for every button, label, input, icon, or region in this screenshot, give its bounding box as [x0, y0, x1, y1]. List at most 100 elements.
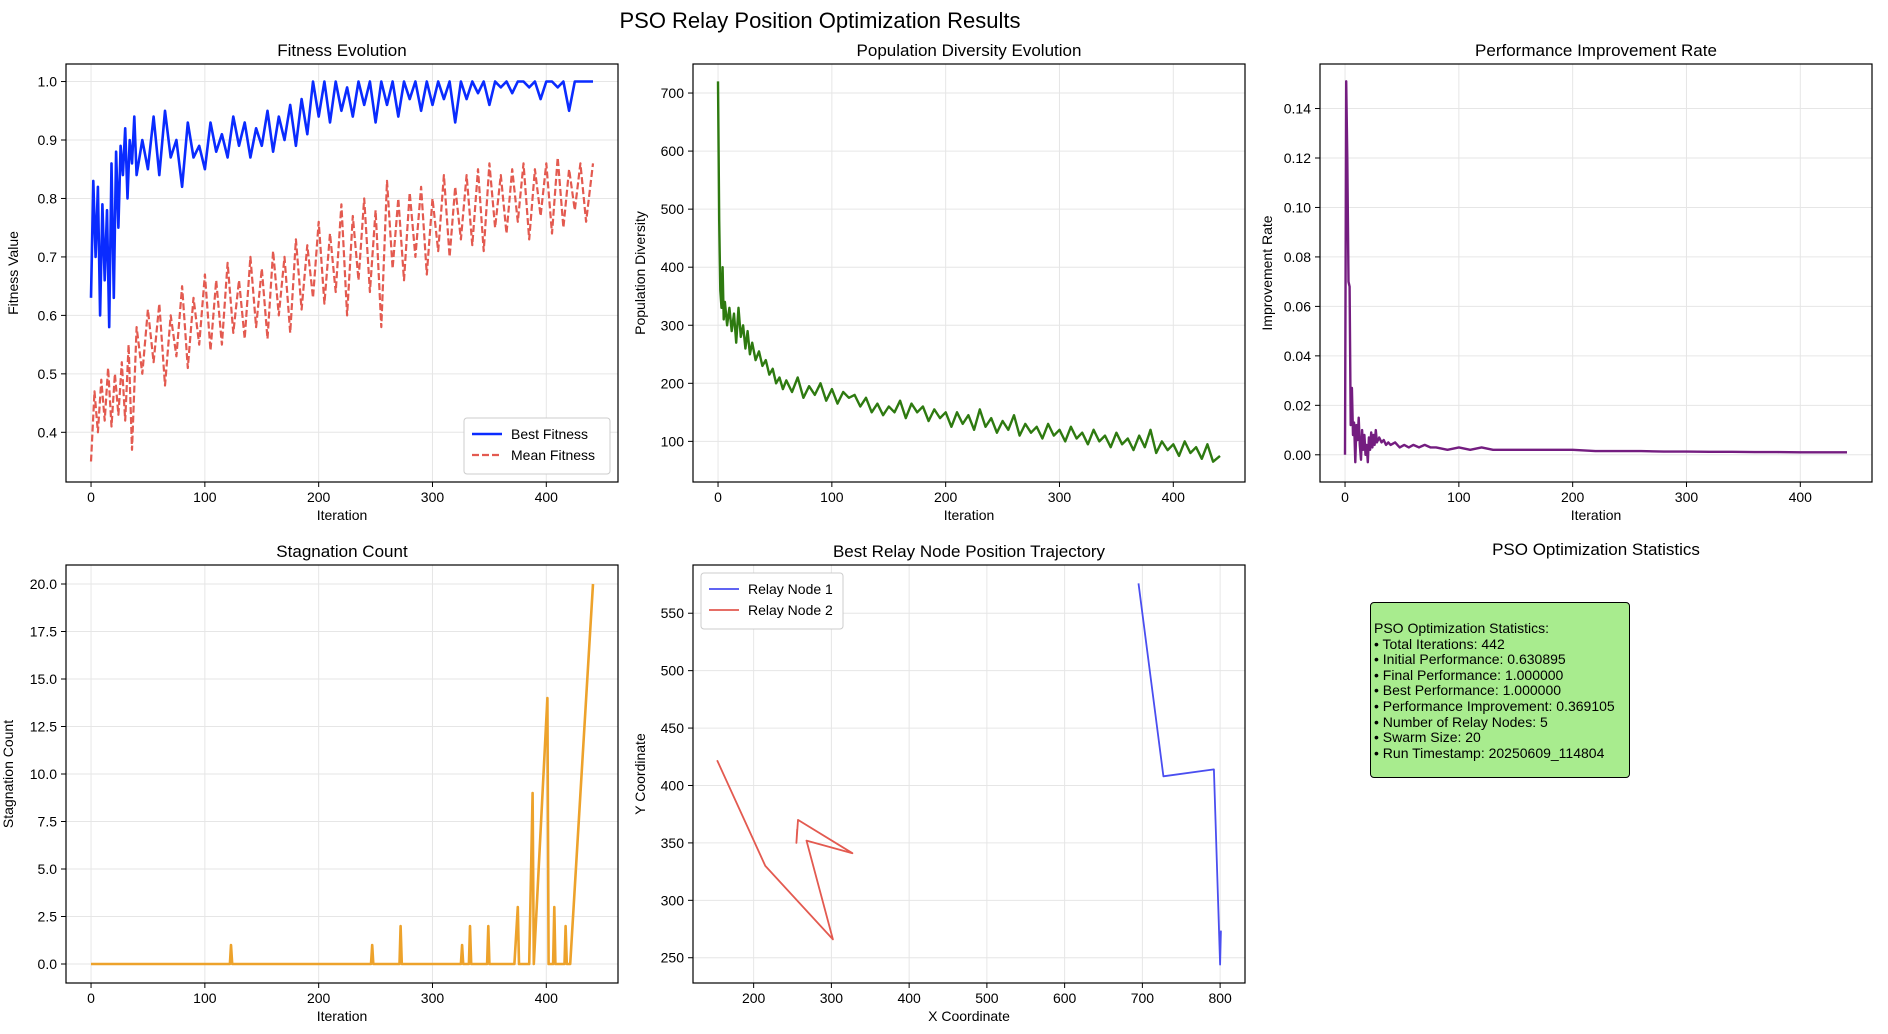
plot-frame: [692, 63, 1246, 483]
y-tick-label: 500: [661, 663, 685, 679]
y-tick-label: 250: [661, 950, 685, 966]
stats-line: • Performance Improvement: 0.369105: [1374, 697, 1615, 714]
y-tick-label: 550: [661, 605, 685, 621]
x-tick-label: 200: [1561, 489, 1585, 505]
plot-frame: [1319, 63, 1873, 483]
y-tick-label: 12.5: [30, 719, 57, 735]
y-tick-label: 0.12: [1284, 150, 1311, 166]
x-tick-label: 600: [1053, 990, 1077, 1006]
x-tick-label: 100: [193, 489, 217, 505]
y-tick-label: 600: [661, 143, 685, 159]
y-tick-label: 5.0: [38, 861, 58, 877]
y-tick-label: 10.0: [30, 766, 57, 782]
y-tick-label: 0.14: [1284, 101, 1311, 117]
x-tick-label: 300: [421, 489, 445, 505]
y-tick-label: 1.0: [38, 74, 58, 90]
legend-box: [463, 417, 611, 475]
stats-line: • Number of Relay Nodes: 5: [1374, 713, 1548, 730]
x-tick-label: 400: [535, 990, 559, 1006]
y-tick-label: 2.5: [38, 909, 58, 925]
series-line-best-fitness: [89, 80, 593, 329]
x-tick-label: 400: [897, 990, 921, 1006]
y-axis-label: Population Diversity: [632, 211, 648, 335]
y-tick-label: 0.02: [1284, 397, 1311, 413]
y-tick-label: 17.5: [30, 624, 57, 640]
x-tick-label: 400: [535, 489, 559, 505]
chart-title: Population Diversity Evolution: [857, 41, 1082, 60]
x-axis-label: Iteration: [1571, 507, 1622, 523]
x-tick-label: 0: [87, 990, 95, 1006]
y-tick-label: 300: [661, 317, 685, 333]
x-axis-label: Iteration: [317, 507, 368, 523]
plot-frame: [65, 63, 619, 483]
x-tick-label: 200: [742, 990, 766, 1006]
y-tick-label: 300: [661, 892, 685, 908]
chart-title: Best Relay Node Position Trajectory: [833, 542, 1106, 561]
chart-fitness: 0 100 200 300 400 0.4 0.5 0.6 0.7 0.8 0.9 1.0 Fitnes…: [5, 41, 619, 523]
chart-trajectory: 200 300 400 500 600 700 800 250 300 350 400 450 500 5…: [632, 542, 1246, 1024]
series-line-improvement: [1343, 80, 1847, 464]
x-tick-label: 0: [1341, 489, 1349, 505]
x-tick-label: 100: [820, 489, 844, 505]
y-tick-label: 0.08: [1284, 249, 1311, 265]
legend-label: Relay Node 1: [748, 581, 833, 597]
x-tick-label: 300: [1675, 489, 1699, 505]
y-axis-label: Improvement Rate: [1259, 215, 1275, 330]
y-tick-label: 400: [661, 259, 685, 275]
series-group: [1343, 80, 1847, 464]
y-axis-label: Stagnation Count: [0, 720, 16, 828]
x-tick-label: 300: [421, 990, 445, 1006]
y-tick-label: 100: [661, 433, 685, 449]
y-tick-label: 0.0: [38, 956, 58, 972]
y-tick-label: 0.8: [38, 190, 58, 206]
series-line-diversity: [716, 81, 1221, 463]
y-tick-label: 0.9: [38, 132, 58, 148]
x-tick-label: 200: [307, 990, 331, 1006]
stats-panel-title: PSO Optimization Statistics: [1492, 540, 1700, 559]
chart-title: Fitness Evolution: [277, 41, 406, 60]
y-tick-label: 15.0: [30, 671, 57, 687]
y-tick-label: 0.5: [38, 366, 58, 382]
series-group: [716, 81, 1221, 463]
x-tick-label: 500: [975, 990, 999, 1006]
y-tick-label: 0.10: [1284, 199, 1311, 215]
y-tick-label: 0.6: [38, 307, 58, 323]
x-axis-label: Iteration: [317, 1008, 368, 1024]
legend-label: Mean Fitness: [511, 447, 595, 463]
legend: Best Fitness Mean Fitness: [463, 417, 611, 475]
x-tick-label: 200: [934, 489, 958, 505]
chart-diversity: 0 100 200 300 400 100 200 300 400 500 600 700 Popula…: [632, 41, 1246, 523]
series-group: [89, 80, 595, 462]
x-tick-label: 300: [820, 990, 844, 1006]
legend-label: Relay Node 2: [748, 602, 833, 618]
chart-title: Stagnation Count: [276, 542, 408, 561]
series-group: [91, 583, 595, 966]
x-tick-label: 700: [1131, 990, 1155, 1006]
plot-frame: [692, 564, 1246, 984]
series-line-relay-node-2: [716, 759, 854, 941]
y-tick-label: 7.5: [38, 814, 58, 830]
y-tick-label: 200: [661, 375, 685, 391]
series-line-stagnation: [91, 583, 595, 966]
stats-line: • Best Performance: 1.000000: [1374, 682, 1562, 699]
x-tick-label: 0: [87, 489, 95, 505]
x-tick-label: 300: [1048, 489, 1072, 505]
stats-line: • Run Timestamp: 20250609_114804: [1374, 744, 1605, 761]
x-tick-label: 0: [714, 489, 722, 505]
y-tick-label: 350: [661, 835, 685, 851]
y-tick-label: 400: [661, 777, 685, 793]
x-tick-label: 200: [307, 489, 331, 505]
stats-line: • Final Performance: 1.000000: [1374, 666, 1564, 683]
chart-stagnation: 0 100 200 300 400 0.0 2.5 5.0 7.5 10.0 12.5 15.0 17.…: [0, 542, 619, 1024]
x-tick-label: 100: [193, 990, 217, 1006]
y-tick-label: 0.06: [1284, 298, 1311, 314]
series-line-mean-fitness: [89, 156, 595, 462]
stats-line: • Swarm Size: 20: [1374, 729, 1481, 746]
x-tick-label: 400: [1162, 489, 1186, 505]
y-tick-label: 700: [661, 85, 685, 101]
chart-improvement: 0 100 200 300 400 0.00 0.02 0.04 0.06 0.08 0.10 0.1…: [1259, 41, 1873, 523]
x-tick-label: 800: [1208, 990, 1232, 1006]
legend: Relay Node 1 Relay Node 2: [700, 572, 844, 630]
stats-line: • Initial Performance: 0.630895: [1374, 651, 1566, 668]
